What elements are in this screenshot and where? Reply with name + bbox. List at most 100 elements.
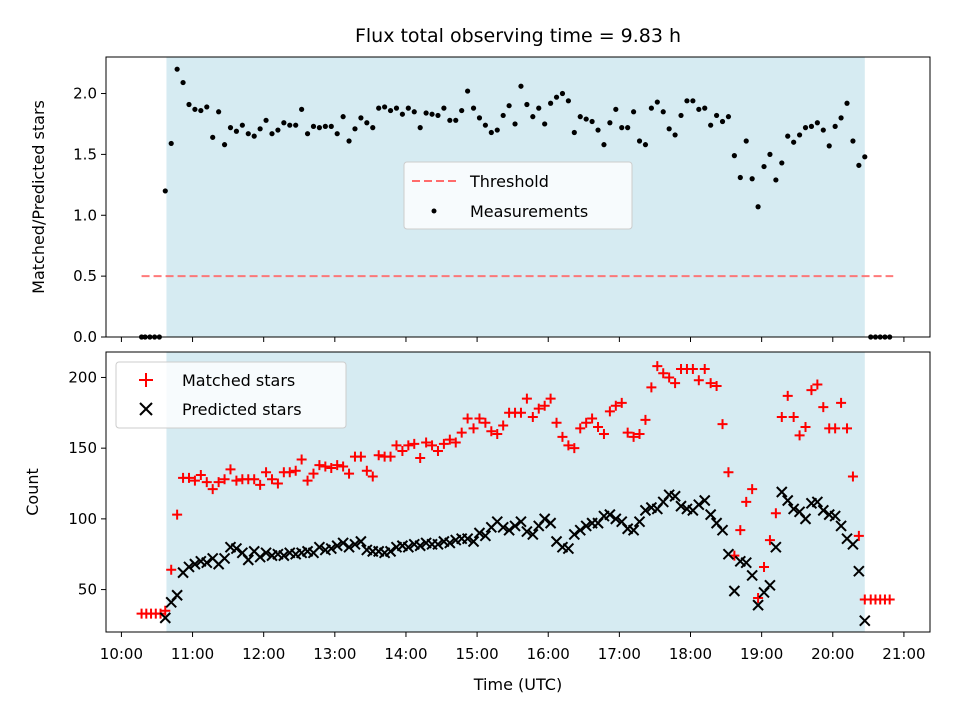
matched-star-point — [794, 430, 805, 441]
matched-star-point — [231, 475, 242, 486]
measurement-point — [263, 117, 269, 123]
matched-star-point — [427, 440, 438, 451]
x-tick-label: 14:00 — [384, 645, 427, 663]
measurement-point — [583, 116, 589, 122]
predicted-star-point — [189, 558, 201, 570]
bottom-legend: Matched stars Predicted stars — [115, 361, 347, 429]
measurement-point — [708, 122, 714, 128]
predicted-star-point — [242, 554, 254, 566]
predicted-star-point — [218, 552, 231, 565]
matched-star-point — [521, 393, 532, 404]
x-tick-label: 10:00 — [100, 645, 143, 663]
measurement-point — [387, 107, 394, 114]
measurement-point — [417, 125, 423, 131]
measurement-point — [304, 131, 311, 137]
matched-star-point — [598, 429, 609, 440]
matched-star-point — [800, 421, 811, 432]
matched-star-point — [255, 479, 266, 490]
matched-star-point — [723, 467, 734, 478]
predicted-star-point — [337, 537, 349, 549]
measurement-point — [465, 88, 471, 94]
matched-star-point — [557, 431, 568, 442]
measurement-point — [767, 151, 773, 157]
measurement-point — [233, 128, 240, 134]
matched-star-point — [735, 525, 746, 536]
matched-star-point — [634, 429, 645, 440]
matched-star-point — [308, 468, 319, 479]
predicted-star-point — [544, 517, 557, 529]
legend-predicted-label: Predicted stars — [182, 400, 302, 419]
predicted-star-point — [343, 541, 355, 553]
measurement-point — [251, 133, 257, 139]
matched-star-point — [646, 382, 657, 393]
measurement-point — [530, 114, 536, 120]
measurement-point — [826, 143, 832, 149]
y-tick-label: 0.5 — [73, 267, 97, 285]
measurement-point — [287, 122, 293, 128]
predicted-star-point — [384, 545, 397, 558]
measurement-point — [293, 122, 299, 128]
predicted-star-point — [829, 510, 841, 522]
y-tick-label: 50 — [78, 581, 97, 599]
measurement-point — [322, 123, 328, 129]
measurement-point — [494, 127, 500, 133]
measurement-point — [672, 132, 678, 138]
measurement-point — [548, 100, 554, 106]
measurement-point — [204, 104, 210, 110]
matched-star-point — [225, 464, 236, 475]
measurement-point — [376, 105, 382, 111]
matched-star-point — [462, 413, 473, 424]
matched-star-point — [219, 474, 230, 485]
predicted-star-point — [669, 490, 681, 502]
matched-star-point — [545, 393, 556, 404]
measurement-point — [642, 142, 649, 148]
measurement-point — [239, 122, 245, 128]
measurement-point — [411, 109, 417, 115]
bottom-legend-box — [115, 361, 347, 429]
predicted-star-point — [859, 614, 871, 627]
matched-star-point — [539, 400, 550, 411]
measurement-point — [352, 126, 358, 132]
x-axis: 10:00 11:00 12:00 13:00 14:00 15:00 16:00 17:00… — [100, 632, 926, 663]
predicted-star-point — [752, 599, 764, 611]
predicted-star-point — [402, 541, 415, 553]
matched-star-point — [302, 475, 313, 486]
measurement-point — [613, 106, 619, 112]
bottom-y-axis: 50 100 150 200 — [68, 368, 106, 599]
measurement-point — [666, 126, 672, 132]
matched-star-point — [326, 462, 337, 473]
measurement-point — [702, 105, 708, 111]
matched-star-point — [172, 509, 183, 520]
matched-star-point — [705, 378, 716, 389]
predicted-star-point — [414, 540, 426, 552]
predicted-star-point — [627, 524, 640, 536]
measurement-point — [559, 90, 566, 97]
matched-star-point — [314, 460, 325, 471]
matched-star-point — [249, 474, 260, 485]
matched-star-point — [581, 417, 592, 428]
measurement-point — [802, 125, 809, 131]
y-tick-label: 150 — [68, 439, 97, 457]
predicted-star-point — [835, 520, 847, 532]
measurement-point — [719, 118, 726, 125]
matched-star-point — [415, 453, 426, 464]
matched-star-point — [587, 413, 598, 424]
matched-star-point — [551, 417, 562, 428]
matched-star-point — [764, 535, 775, 546]
top-panel: 0.00.51.01.52.0 Matched/Predicted stars … — [29, 56, 931, 346]
matched-star-point — [884, 594, 895, 605]
measurement-point — [731, 153, 737, 159]
matched-star-point — [213, 477, 224, 488]
top-y-axis: 0.0 0.5 1.0 1.5 2.0 — [73, 85, 106, 346]
predicted-star-point — [799, 513, 812, 525]
chart-title: Flux total observing time = 9.83 h — [355, 25, 681, 47]
measurement-point — [690, 98, 696, 104]
matched-star-point — [338, 461, 349, 472]
matched-star-point — [664, 372, 675, 383]
predicted-star-point — [515, 515, 527, 528]
measurement-point — [162, 188, 168, 194]
measurement-point — [435, 112, 441, 119]
predicted-star-point — [847, 538, 859, 551]
measurement-point — [216, 109, 222, 115]
measurement-point — [227, 125, 234, 131]
